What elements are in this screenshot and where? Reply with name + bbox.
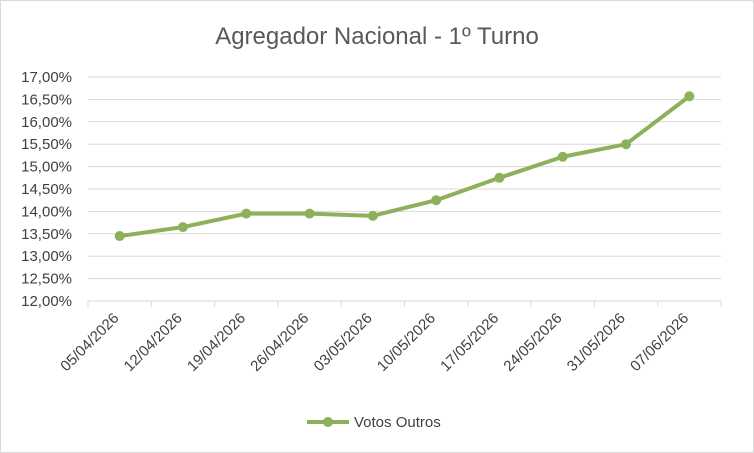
data-point	[367, 210, 378, 221]
x-tick-label: 26/04/2026	[247, 310, 312, 375]
x-tick-label: 05/04/2026	[57, 310, 122, 375]
y-tick-label: 16,00%	[21, 114, 72, 131]
y-tick-label: 12,00%	[21, 293, 72, 310]
x-tick-label: 17/05/2026	[437, 310, 502, 375]
x-tick-label: 12/04/2026	[121, 310, 186, 375]
data-point	[621, 139, 632, 150]
y-tick-label: 15,50%	[21, 136, 72, 153]
x-tick-label: 10/05/2026	[374, 310, 439, 375]
x-tick-label: 03/05/2026	[311, 310, 376, 375]
x-tick-label: 07/06/2026	[627, 310, 692, 375]
series-group	[114, 91, 695, 242]
data-point	[494, 172, 505, 183]
legend: Votos Outros	[307, 414, 441, 431]
y-axis-tick-labels: 12,00% 12,50% 13,00% 13,50% 14,00% 14,50% 15,0…	[21, 69, 72, 310]
y-tick-label: 14,50%	[21, 181, 72, 198]
chart-title: Agregador Nacional - 1º Turno	[215, 23, 539, 50]
x-axis: 05/04/202612/04/202619/04/202626/04/2026…	[57, 300, 722, 375]
data-point	[684, 91, 695, 102]
x-tick-label: 24/05/2026	[500, 310, 565, 375]
data-point	[241, 208, 252, 219]
y-tick-label: 16,50%	[21, 91, 72, 108]
series-line	[117, 94, 692, 239]
data-point	[557, 151, 568, 162]
y-tick-label: 17,00%	[21, 69, 72, 86]
data-point	[304, 208, 315, 219]
legend-marker	[323, 417, 333, 427]
legend-label: Votos Outros	[354, 414, 441, 431]
x-tick-label: 31/05/2026	[564, 310, 629, 375]
data-point	[177, 222, 188, 233]
y-tick-label: 13,00%	[21, 248, 72, 265]
y-tick-label: 12,50%	[21, 271, 72, 288]
data-point	[114, 231, 125, 242]
gridlines	[88, 76, 721, 302]
data-point	[431, 195, 442, 206]
y-tick-label: 13,50%	[21, 226, 72, 243]
y-tick-label: 14,00%	[21, 203, 72, 220]
x-tick-label: 19/04/2026	[184, 310, 249, 375]
y-tick-label: 15,00%	[21, 159, 72, 176]
